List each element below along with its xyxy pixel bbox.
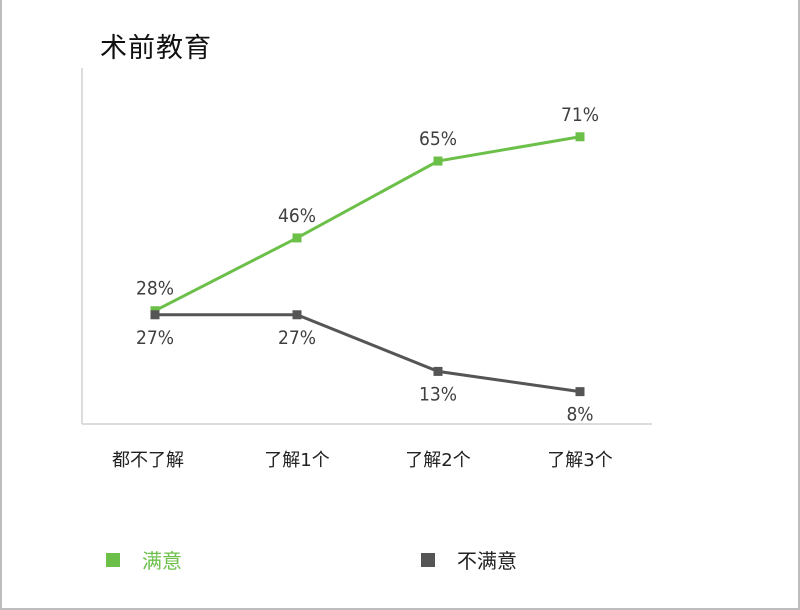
legend-swatch-dissatisfied [421,552,435,567]
data-label-dissatisfied-2: 13% [419,383,457,405]
chart-title: 术前教育 [100,33,212,64]
legend-swatch-satisfied [106,552,120,567]
frame-bottom-border [0,608,800,610]
data-point-satisfied-1 [292,233,302,243]
x-tick-label-2: 了解2个 [405,450,470,471]
legend-item-satisfied: 满意 [106,545,182,574]
legend-label-satisfied: 满意 [142,549,182,573]
data-label-dissatisfied-1: 27% [278,327,316,349]
x-tick-label-3: 了解3个 [547,450,612,471]
data-label-satisfied-0: 28% [136,278,174,300]
data-point-dissatisfied-2 [433,366,443,376]
series-line-satisfied [154,135,581,313]
legend-item-dissatisfied: 不满意 [421,545,517,574]
x-tick-label-1: 了解1个 [264,450,329,471]
data-label-satisfied-3: 71% [561,104,599,126]
data-label-dissatisfied-3: 8% [566,404,593,426]
data-label-dissatisfied-0: 27% [136,327,174,349]
data-point-satisfied-2 [433,156,443,166]
x-tick-label-0: 都不了解 [112,450,184,471]
data-point-dissatisfied-0 [150,310,160,320]
frame-right-border [798,0,800,610]
data-label-satisfied-2: 65% [419,128,457,150]
data-point-satisfied-3 [575,132,585,142]
data-label-satisfied-1: 46% [278,205,316,227]
series-line-dissatisfied [155,313,581,394]
legend-label-dissatisfied: 不满意 [457,549,517,573]
data-point-dissatisfied-3 [575,387,585,397]
data-point-dissatisfied-1 [292,310,302,320]
frame-left-border [0,0,2,610]
